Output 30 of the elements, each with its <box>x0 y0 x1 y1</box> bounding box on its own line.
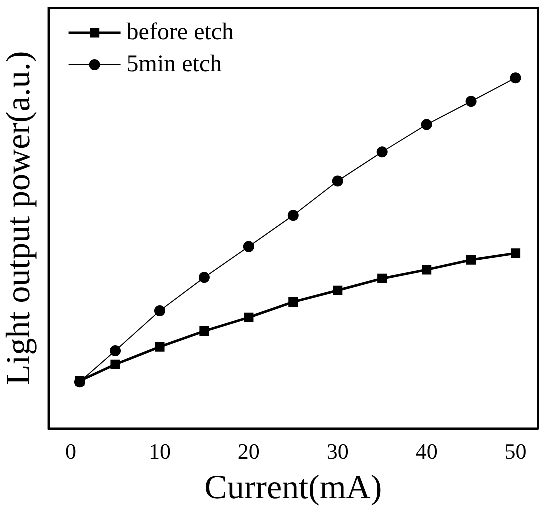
point <box>243 241 254 252</box>
point <box>154 305 166 316</box>
point <box>421 119 432 130</box>
x-tick-label: 10 <box>148 438 171 464</box>
legend-label: before etch <box>126 19 234 46</box>
legend-label: 5min etch <box>126 51 222 78</box>
point <box>510 72 522 84</box>
y-axis-title: Light output power(a.u.) <box>0 51 38 386</box>
point <box>510 248 521 258</box>
point <box>155 342 165 352</box>
point <box>288 210 299 222</box>
point <box>378 274 388 284</box>
point <box>333 286 343 296</box>
point <box>422 265 432 275</box>
point <box>244 312 254 322</box>
point <box>110 345 122 356</box>
x-tick-label: 20 <box>238 438 260 464</box>
point <box>466 96 477 108</box>
x-tick-label: 40 <box>416 438 438 464</box>
x-tick-label: 50 <box>504 438 527 464</box>
point <box>332 176 344 187</box>
x-tick-label: 30 <box>326 438 349 464</box>
point <box>376 146 388 158</box>
point <box>198 272 210 284</box>
x-tick-label: 0 <box>66 438 77 464</box>
x-axis-title: Current(mA) <box>204 470 382 507</box>
point <box>288 297 298 307</box>
point <box>110 360 120 370</box>
point <box>466 255 476 265</box>
point <box>200 326 210 336</box>
